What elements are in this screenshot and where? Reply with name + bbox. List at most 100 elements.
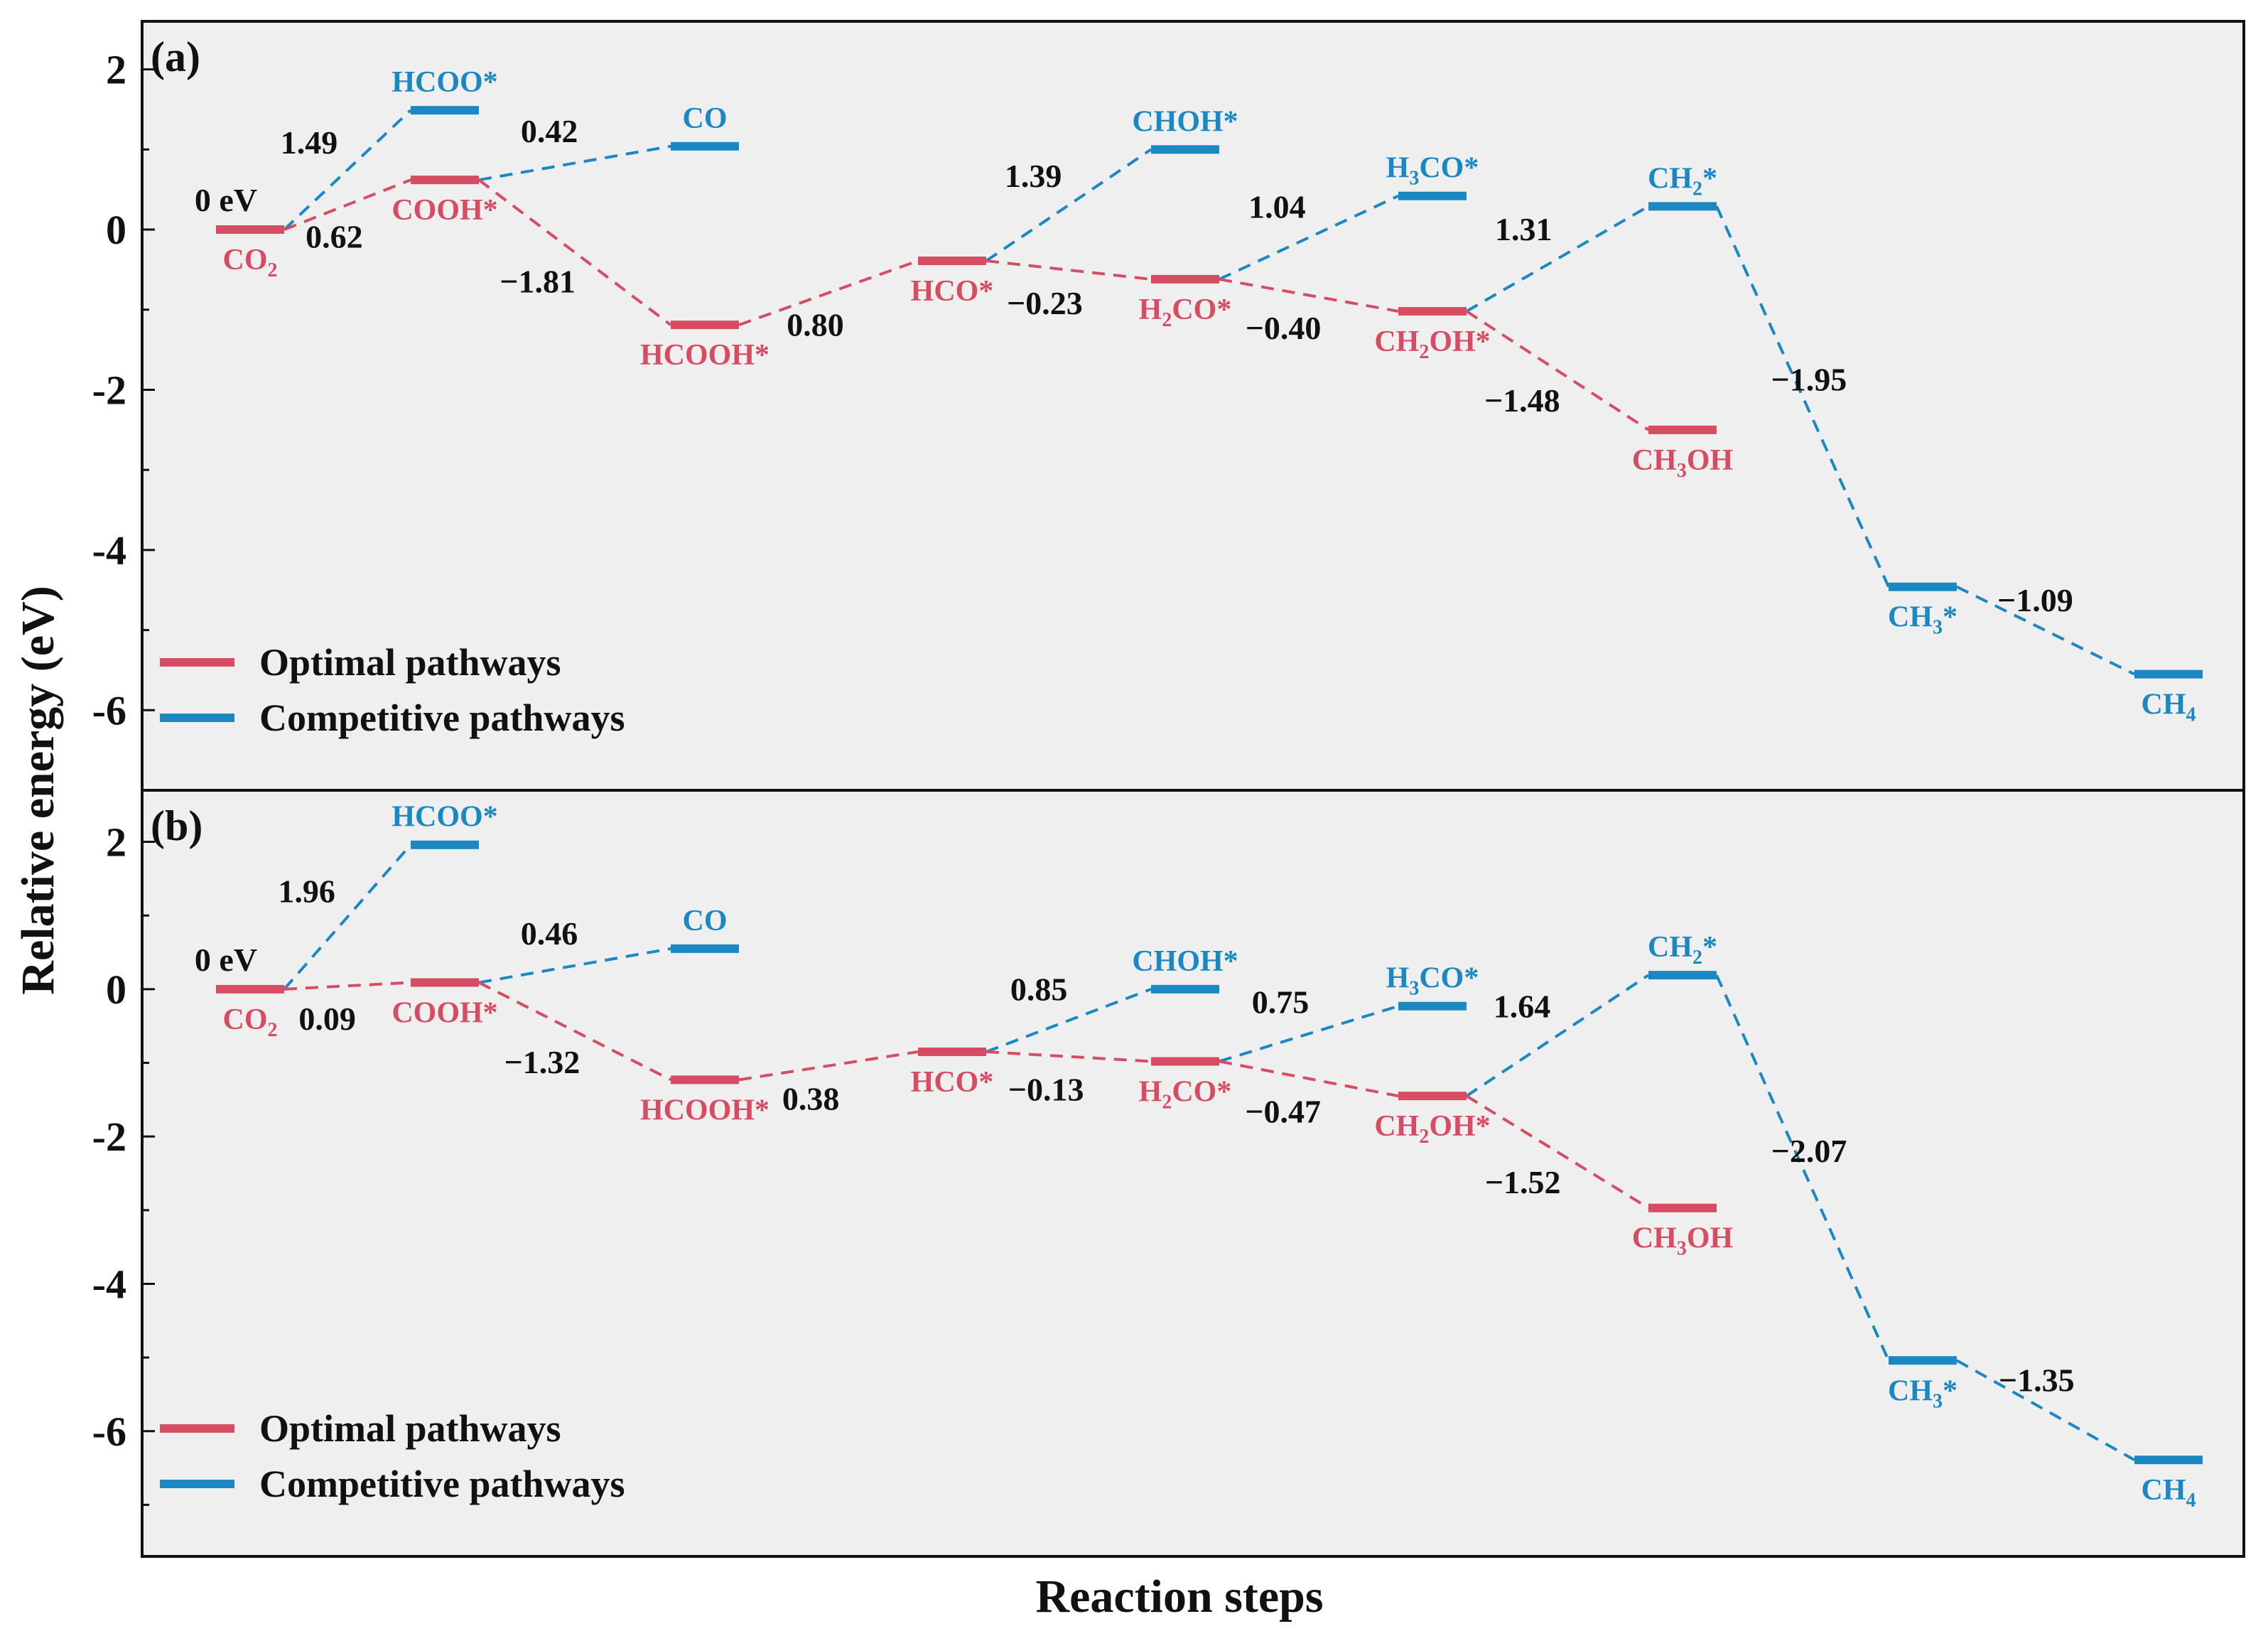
species-label: H3CO* [1386,962,1479,1000]
species-label: COOH* [392,997,497,1030]
legend-label: Optimal pathways [259,641,561,684]
connection-competitive [283,844,412,991]
y-axis-label: Relative energy (eV) [12,586,64,994]
species-label: HCOOH* [640,1094,770,1126]
energy-change-label: 1.64 [1494,989,1551,1025]
species-label: CH2* [1648,162,1717,200]
species-label: CO2 [223,244,278,281]
connection-optimal [738,259,919,327]
energy-change-label: 0.80 [787,307,844,343]
connection-competitive [1715,205,1890,588]
species-label: CHOH* [1132,945,1238,978]
panels-layer: 2 0 -2 -4 -6 (a) 1.49 0.62 0.42 −1.81 0.80 1.39 −0.2… [92,20,2245,1558]
connection-optimal [478,981,671,1082]
energy-change-label: −0.13 [1008,1072,1084,1108]
panel-label: (a) [151,33,200,80]
y-tick-label: -4 [92,527,126,574]
y-tick-label: -2 [92,1114,126,1160]
species-label: CH2* [1648,931,1717,969]
y-tick-label: 2 [106,819,126,866]
energy-change-label: −0.40 [1246,310,1322,346]
energy-change-label: 1.39 [1005,158,1062,194]
connection-competitive [986,987,1152,1053]
connection-competitive [1956,585,2135,676]
energy-change-label: −1.32 [504,1044,580,1080]
energy-change-label: 1.49 [281,124,338,161]
connection-competitive [283,109,412,231]
connection-optimal [1465,1094,1650,1210]
species-label: H2CO* [1139,294,1232,331]
zero-energy-label: 0 eV [195,182,257,218]
connection-optimal [738,1050,919,1082]
x-axis-label: Reaction steps [1035,1571,1323,1622]
species-label: HCOO* [392,801,497,834]
energy-change-label: −2.07 [1771,1133,1847,1169]
species-label: HCO* [911,1066,994,1099]
energy-change-label: 0.85 [1010,971,1068,1007]
plot-area [141,789,2245,1558]
energy-change-label: 1.31 [1495,211,1552,247]
connection-optimal [1465,310,1650,431]
y-tick-label: -6 [92,1409,126,1455]
connection-optimal [1219,277,1399,313]
y-tick-label: -2 [92,367,126,413]
connection-optimal [986,259,1152,281]
species-label: CH2OH* [1374,325,1490,363]
energy-change-label: 0.09 [298,1001,356,1037]
connection-competitive [1465,974,1650,1097]
connection-competitive [1219,194,1399,281]
energy-change-label: −1.52 [1485,1164,1561,1200]
y-tick-label: 2 [106,47,126,93]
energy-change-label: −1.09 [1997,582,2073,618]
energy-change-label: −0.47 [1245,1093,1321,1129]
connection-competitive [478,947,671,984]
species-label: CH3OH [1632,444,1733,482]
energy-change-label: −1.95 [1771,361,1847,397]
energy-change-label: 0.42 [521,113,578,149]
energy-change-label: 1.96 [278,873,335,909]
species-label: CHOH* [1132,105,1238,138]
connection-competitive [1219,1004,1399,1063]
energy-change-label: −1.35 [1999,1362,2075,1399]
species-label: CH4 [2142,1474,2196,1512]
species-label: HCOOH* [640,339,770,372]
connection-competitive [1466,205,1649,313]
energy-change-label: −1.81 [500,263,576,299]
connection-optimal [284,178,411,231]
species-label: CH2OH* [1374,1110,1490,1148]
species-label: CO2 [223,1003,278,1041]
species-label: CH4 [2142,689,2196,726]
connection-competitive [1956,1359,2135,1461]
connection-optimal [986,1050,1152,1063]
y-tick-label: -4 [92,1261,126,1307]
panel-a: 2 0 -2 -4 -6 (a) 1.49 0.62 0.42 −1.81 0.80 1.39 −0.2… [92,20,2245,792]
legend-label: Optimal pathways [259,1407,561,1450]
energy-change-label: −1.48 [1484,382,1560,419]
zero-energy-label: 0 eV [195,942,257,978]
connection-competitive [1715,974,1890,1362]
connection-competitive [478,144,671,182]
species-label: HCOO* [392,66,497,99]
y-tick-label: 0 [106,207,126,253]
species-label: H3CO* [1386,152,1479,190]
panel-label: (b) [151,802,202,849]
energy-change-label: 0.38 [782,1080,840,1116]
energy-change-label: 0.75 [1252,984,1310,1021]
connection-optimal [1219,1060,1399,1098]
species-label: COOH* [392,194,497,227]
species-label: H2CO* [1139,1075,1232,1113]
species-label: CH3* [1888,1374,1958,1412]
energy-change-label: 0.62 [306,219,363,255]
species-label: CO [683,905,728,937]
energy-change-label: 0.46 [521,915,578,952]
species-label: CH3* [1888,601,1958,639]
species-label: HCO* [911,275,994,308]
panel-b: 2 0 -2 -4 -6 (b) 1.96 0.09 0.46 −1.32 0.38 0.85 −0.1… [92,789,2245,1558]
y-tick-label: 0 [106,967,126,1013]
energy-change-label: 1.04 [1248,189,1306,225]
energy-change-label: −0.23 [1007,285,1083,321]
legend-label: Competitive pathways [259,696,625,739]
y-tick-label: -6 [92,687,126,733]
connection-optimal [477,178,672,326]
